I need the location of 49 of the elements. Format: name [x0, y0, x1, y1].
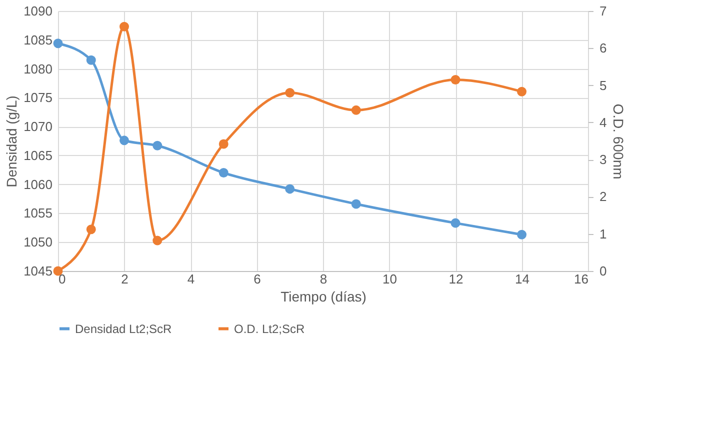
point	[120, 22, 129, 32]
y-tick-label: 1050	[24, 234, 52, 250]
y-tick-label: 1060	[24, 176, 52, 192]
x-tick-label: 14	[515, 272, 530, 286]
point	[285, 184, 295, 194]
y-axis-title: Densidad (g/L)	[4, 96, 20, 188]
y-tick-label: 1070	[24, 119, 52, 134]
y2-axis-title: O.D. 600nm	[610, 104, 627, 180]
point	[53, 38, 63, 48]
x-tick-label: 0	[58, 272, 66, 286]
y-tick-label: 1045	[24, 264, 52, 278]
x-tick-label: 10	[382, 272, 397, 286]
point	[517, 230, 526, 240]
point	[152, 140, 162, 150]
y-tick-label: 1080	[24, 61, 52, 76]
y2-tick-label: 5	[600, 78, 607, 93]
point	[218, 139, 228, 149]
point	[86, 55, 96, 65]
y2-tick-label: 3	[600, 152, 607, 168]
point	[450, 74, 460, 84]
x-tick-label: 8	[320, 272, 328, 286]
point	[351, 105, 361, 115]
y-tick-label: 1065	[24, 148, 52, 163]
point	[285, 88, 295, 98]
x-tick-label: 4	[187, 272, 195, 286]
point	[517, 86, 526, 96]
point	[450, 218, 460, 228]
legend-label: Densidad Lt2;ScR	[75, 322, 172, 336]
y-tick-label: 1075	[24, 90, 52, 106]
x-tick-label: 2	[121, 272, 128, 286]
y-tick-label: 1055	[24, 206, 52, 221]
point	[53, 266, 63, 276]
point	[351, 199, 361, 209]
point	[120, 136, 129, 146]
point	[152, 236, 162, 246]
x-axis-title: Tiempo (días)	[280, 288, 366, 304]
y2-tick-label: 2	[600, 189, 607, 204]
y2-tick-label: 1	[600, 226, 607, 242]
point	[218, 168, 228, 178]
point	[86, 224, 96, 234]
y2-tick-label: 6	[600, 40, 607, 56]
y-tick-label: 1090	[24, 4, 52, 18]
x-tick-label: 12	[448, 272, 464, 286]
y2-tick-label: 7	[600, 4, 607, 18]
x-tick-label: 16	[574, 272, 588, 286]
legend-label: O.D. Lt2;ScR	[234, 322, 306, 336]
y-tick-label: 1085	[24, 32, 52, 48]
x-tick-label: 6	[254, 272, 261, 286]
y2-tick-label: 4	[600, 114, 607, 130]
